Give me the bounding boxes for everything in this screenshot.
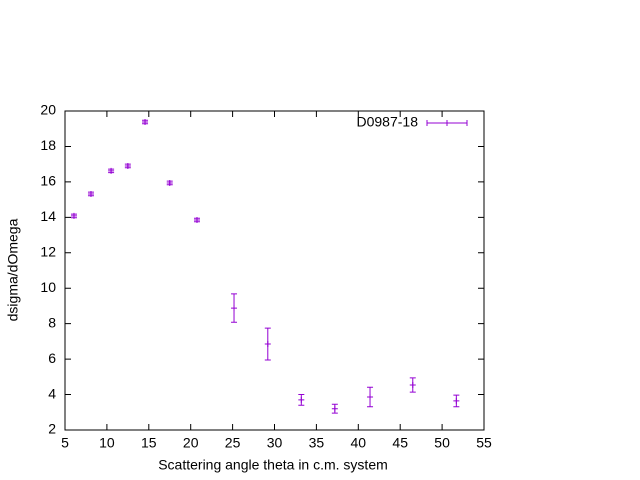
legend-label: D0987-18 [357,114,419,130]
point [367,394,374,401]
point [87,190,94,197]
point [264,341,271,348]
x-tick-label: 5 [61,435,69,451]
point [231,305,238,312]
point [108,167,115,174]
point [453,397,460,404]
x-axis-label: Scattering angle theta in c.m. system [158,457,388,473]
y-tick-label: 18 [40,137,56,153]
x-tick-label: 45 [392,435,408,451]
y-tick-label: 20 [40,102,56,118]
y-tick-label: 10 [40,279,56,295]
y-axis-label: dsigma/dOmega [5,218,21,321]
legend-swatch [426,120,468,126]
x-tick-label: 35 [309,435,325,451]
y-tick-label: 8 [48,314,56,330]
y-tick-label: 4 [48,385,56,401]
point [409,381,416,388]
point [298,396,305,403]
x-tick-label: 40 [351,435,367,451]
point [166,179,173,186]
x-tick-label: 55 [476,435,492,451]
x-tick-label: 25 [225,435,241,451]
x-tick-label: 20 [183,435,199,451]
x-tick-label: 15 [141,435,157,451]
point [331,405,338,412]
x-tick-label: 30 [267,435,283,451]
x-tick-label: 10 [99,435,115,451]
point [193,216,200,223]
y-tick-label: 6 [48,350,56,366]
y-tick-label: 14 [40,208,56,224]
point [142,118,149,125]
plot-frame [64,110,485,431]
y-tick-label: 12 [40,243,56,259]
point [70,212,77,219]
y-tick-label: 16 [40,173,56,189]
point [124,162,131,169]
x-tick-label: 50 [434,435,450,451]
y-tick-label: 2 [48,421,56,437]
